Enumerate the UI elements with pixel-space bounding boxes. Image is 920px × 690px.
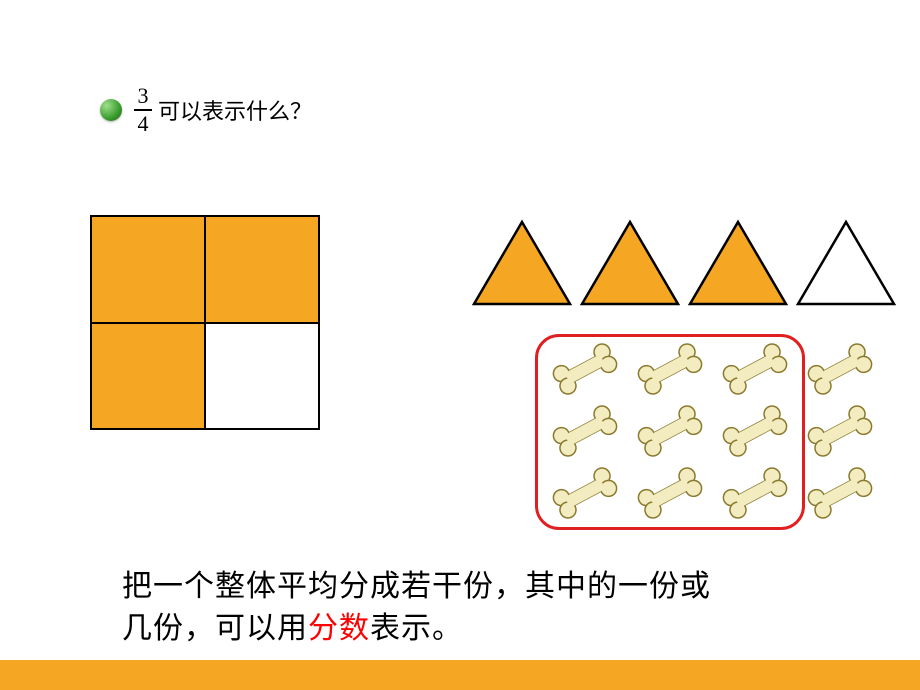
bone-icon (715, 340, 800, 402)
bone-icon (545, 402, 630, 464)
bones-group (545, 340, 885, 526)
triangle-icon (686, 218, 790, 308)
bullet-dot-icon (100, 99, 122, 121)
bone-icon (715, 402, 800, 464)
triangle-icon (578, 218, 682, 308)
square-cell (205, 215, 320, 323)
conclusion-part1: 把一个整体平均分成若干份，其中的一份或 (122, 570, 711, 603)
bottom-bar (0, 660, 920, 690)
fraction: 3 4 (134, 85, 152, 135)
bone-icon (800, 402, 885, 464)
triangle-icon (794, 218, 898, 308)
square-cell (205, 323, 320, 431)
bone-icon (715, 464, 800, 526)
conclusion-part3: 表示。 (370, 612, 463, 645)
triangle-icon (470, 218, 574, 308)
conclusion-red: 分数 (308, 612, 370, 645)
square-grid (90, 215, 320, 430)
bone-icon (630, 402, 715, 464)
bone-icon (545, 340, 630, 402)
triangles-row (470, 218, 898, 308)
bones-grid (545, 340, 885, 526)
square-cell (90, 215, 205, 323)
question-row: 3 4 可以表示什么？ (100, 85, 312, 135)
bone-icon (630, 340, 715, 402)
conclusion-part2: 几份，可以用 (122, 612, 308, 645)
conclusion-text: 把一个整体平均分成若干份，其中的一份或 几份，可以用分数表示。 (122, 566, 711, 650)
bone-icon (630, 464, 715, 526)
question-text: 可以表示什么？ (158, 94, 312, 126)
bone-icon (800, 340, 885, 402)
bone-icon (800, 464, 885, 526)
fraction-denominator: 4 (136, 111, 151, 135)
fraction-numerator: 3 (136, 85, 151, 109)
bone-icon (545, 464, 630, 526)
square-cell (90, 323, 205, 431)
